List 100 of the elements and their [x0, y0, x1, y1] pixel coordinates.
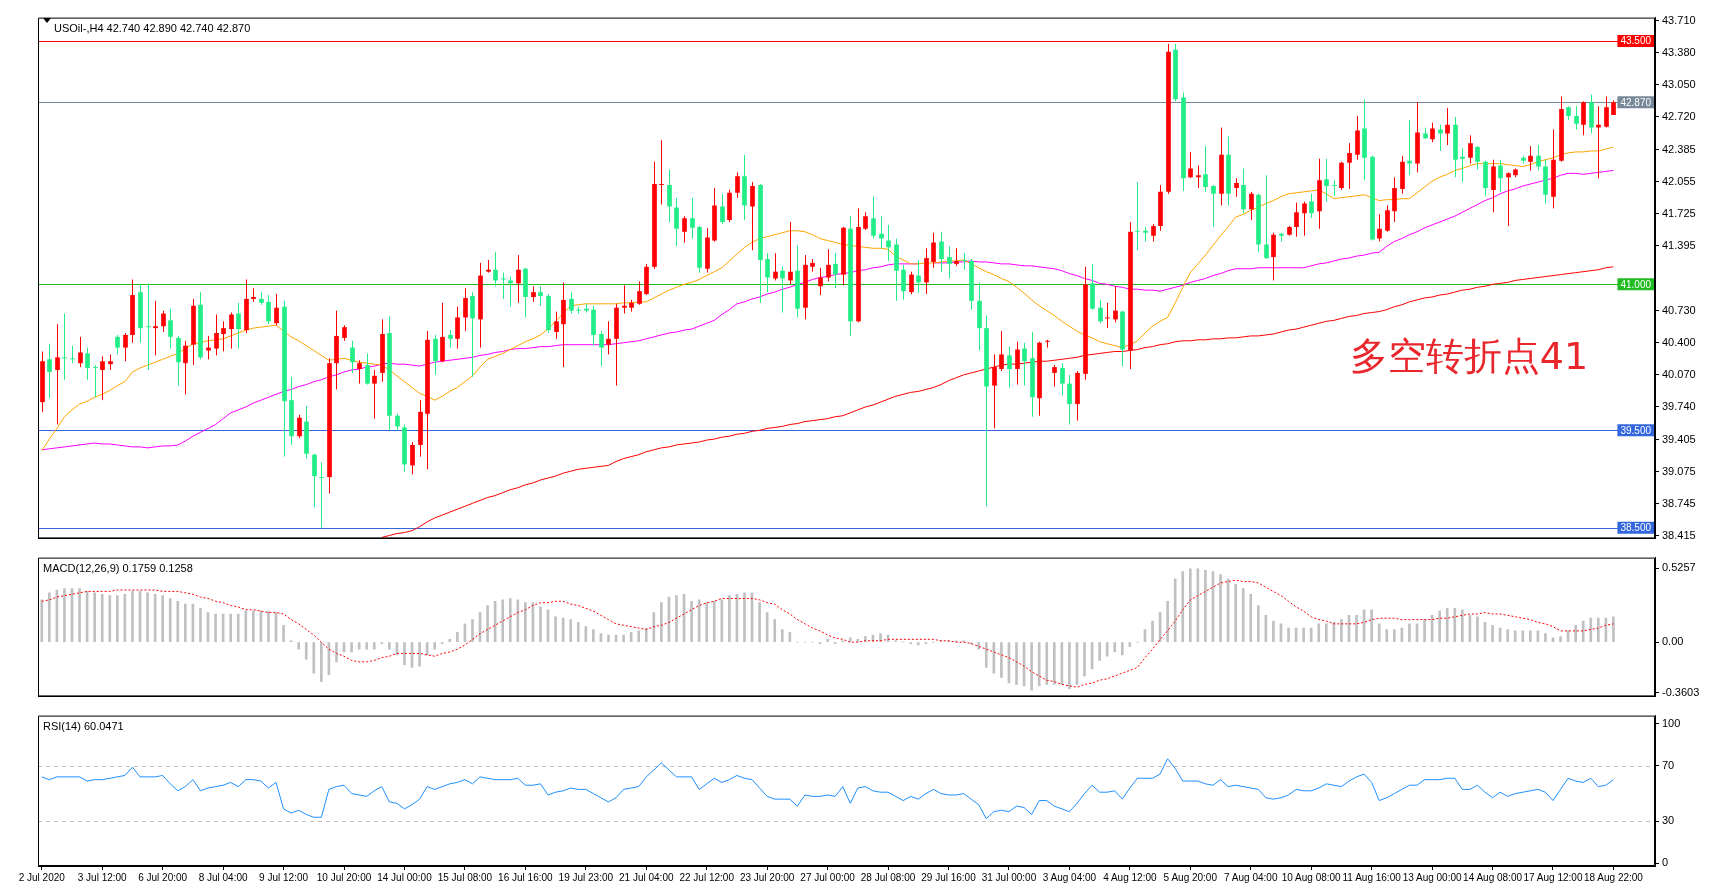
candlestick	[123, 332, 128, 362]
candlestick	[886, 224, 891, 262]
bar	[984, 642, 988, 668]
bar	[335, 642, 338, 663]
x-tick-label: 5 Aug 20:00	[1163, 871, 1218, 883]
bar	[728, 595, 731, 642]
candlestick	[1188, 151, 1193, 179]
bar	[100, 593, 104, 642]
candlestick	[1302, 201, 1307, 237]
bar	[675, 595, 678, 642]
y-tick-label: 39.740	[1662, 400, 1696, 413]
candlestick	[55, 323, 60, 426]
bar	[1317, 623, 1321, 642]
candlestick	[221, 320, 226, 352]
bar	[607, 634, 610, 642]
candlestick	[508, 276, 513, 308]
y-tick-label: 38.415	[1662, 529, 1696, 541]
bar	[350, 642, 353, 653]
candlestick	[161, 310, 166, 333]
candlestick	[1445, 107, 1450, 146]
candlestick	[365, 352, 370, 386]
bar	[879, 633, 882, 642]
bar	[554, 616, 557, 642]
bar	[1166, 600, 1169, 642]
bar	[1241, 588, 1245, 642]
candlestick	[1196, 165, 1201, 189]
bar	[848, 637, 852, 642]
bar	[1030, 642, 1033, 691]
bar	[1173, 578, 1177, 642]
bar	[236, 613, 240, 642]
chart-title: RSI(14) 60.0471	[43, 719, 124, 732]
x-tick-label: 13 Aug 00:00	[1402, 871, 1462, 883]
bar	[1597, 617, 1600, 642]
bar	[184, 603, 187, 642]
candlestick	[1271, 232, 1276, 281]
ref-line-label: 41.000	[1620, 278, 1652, 290]
candlestick	[1596, 105, 1601, 179]
candlestick	[1264, 174, 1269, 260]
bar	[660, 602, 663, 642]
bar	[622, 634, 625, 642]
candlestick	[773, 252, 778, 281]
bar	[1612, 616, 1615, 642]
bar	[712, 600, 716, 642]
x-tick-label: 11 Aug 16:00	[1342, 871, 1402, 883]
candlestick	[1468, 134, 1473, 165]
bar	[826, 639, 829, 642]
bar	[116, 595, 119, 642]
bar	[40, 599, 44, 642]
bar	[131, 591, 134, 642]
candlestick	[599, 330, 604, 367]
candlestick	[962, 252, 967, 271]
bar	[1181, 571, 1185, 642]
bar	[63, 588, 66, 642]
x-tick-label: 27 Jul 00:00	[800, 871, 856, 883]
y-tick-label: 39.075	[1662, 464, 1696, 477]
candlestick	[1574, 105, 1579, 131]
bar	[146, 592, 149, 642]
bar	[1385, 629, 1389, 642]
bar	[108, 595, 112, 642]
y-tick-label: 100	[1662, 716, 1681, 729]
bar	[1309, 627, 1313, 642]
candlestick	[493, 251, 498, 287]
bar	[1460, 609, 1464, 642]
bar	[720, 599, 724, 642]
bar	[267, 610, 270, 642]
bar	[1068, 642, 1071, 689]
x-tick-label: 19 Jul 23:00	[558, 871, 614, 883]
candlestick	[501, 272, 506, 300]
line-series	[41, 579, 1614, 688]
bar	[1408, 623, 1411, 642]
x-tick-label: 14 Aug 08:00	[1463, 871, 1523, 883]
bar	[1105, 642, 1109, 657]
candlestick	[826, 248, 831, 282]
candlestick	[266, 294, 271, 325]
bar	[758, 602, 761, 642]
y-tick-label: 41.725	[1662, 206, 1696, 219]
bar	[199, 608, 202, 642]
candlestick	[690, 197, 695, 240]
candlestick	[1135, 181, 1140, 251]
candlestick	[1249, 191, 1254, 221]
bar	[524, 602, 527, 642]
y-tick-label: 0	[1662, 856, 1669, 869]
bar	[1120, 642, 1124, 656]
bar	[1445, 608, 1449, 642]
candlestick	[1385, 204, 1390, 233]
candlestick	[115, 334, 120, 355]
candlestick	[1309, 193, 1314, 219]
candlestick	[931, 232, 936, 269]
candlestick	[1007, 346, 1012, 389]
x-tick-label: 3 Jul 12:00	[77, 871, 128, 883]
bar	[1287, 627, 1290, 642]
bar	[93, 592, 96, 642]
candlestick	[1407, 119, 1412, 176]
bar	[244, 610, 248, 642]
candlestick	[901, 264, 906, 301]
bar	[1324, 623, 1328, 642]
candlestick	[516, 254, 521, 304]
y-tick-label: 0.00	[1662, 635, 1684, 648]
bar	[1574, 624, 1577, 642]
y-tick-label: 70	[1662, 758, 1675, 771]
